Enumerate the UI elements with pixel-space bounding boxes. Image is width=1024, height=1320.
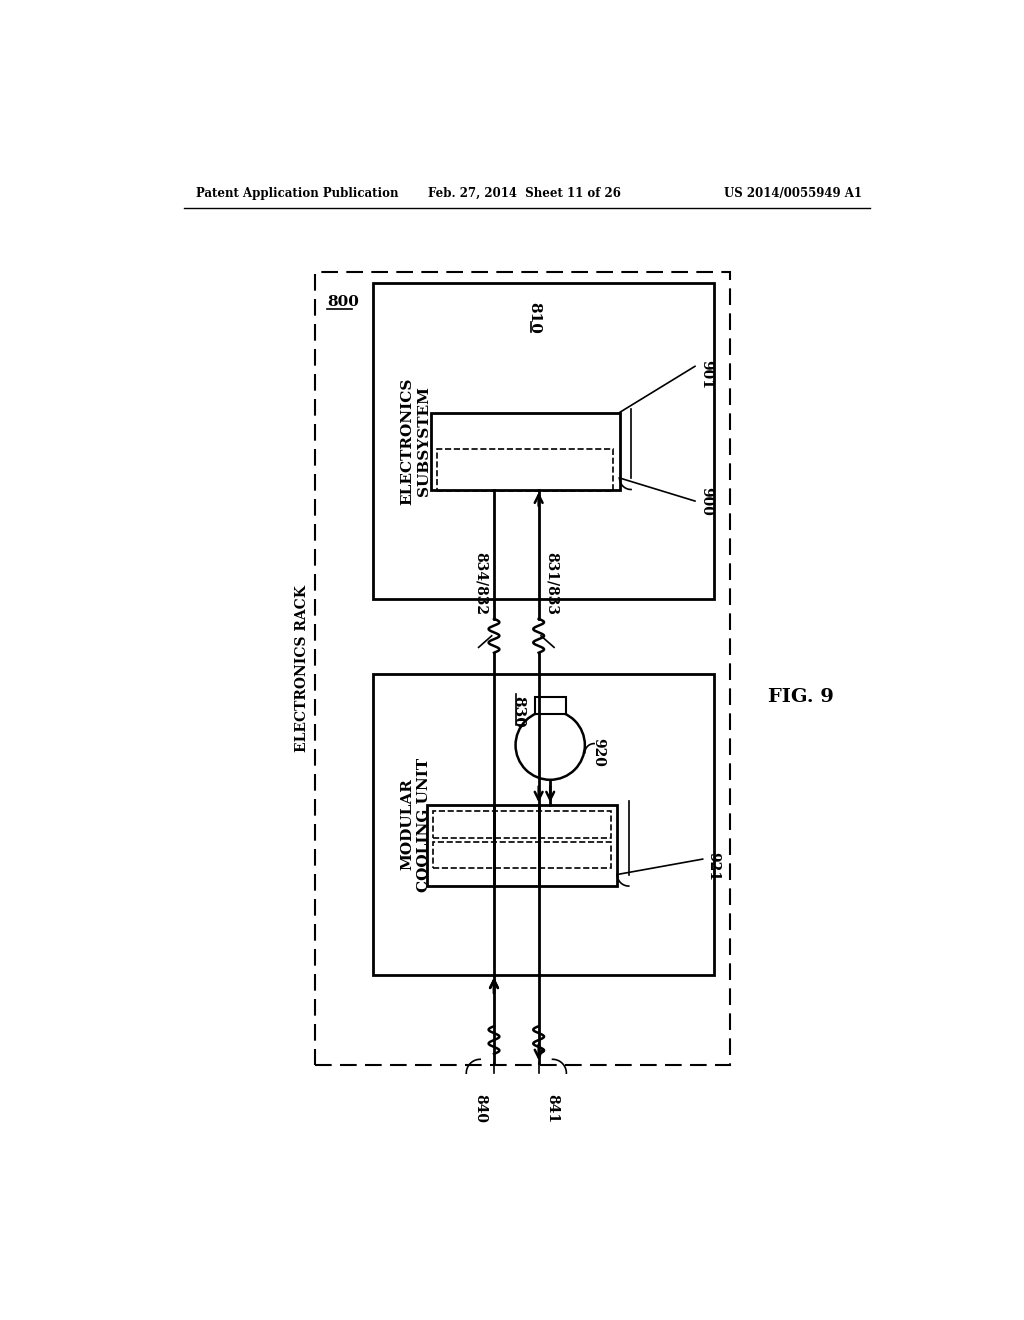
Text: ELECTRONICS
SUBSYSTEM: ELECTRONICS SUBSYSTEM [400, 378, 430, 504]
Bar [433, 842, 611, 869]
Text: 840: 840 [473, 1094, 487, 1123]
Text: 900: 900 [698, 487, 713, 516]
Text: 841: 841 [546, 1094, 559, 1123]
Text: FIG. 9: FIG. 9 [768, 689, 834, 706]
Bar [373, 284, 714, 599]
Text: 830: 830 [512, 696, 525, 727]
Text: 800: 800 [327, 296, 358, 309]
Text: 920: 920 [591, 738, 605, 767]
Text: US 2014/0055949 A1: US 2014/0055949 A1 [724, 186, 862, 199]
Text: 831/833: 831/833 [545, 552, 559, 615]
Text: MODULAR
COOLING UNIT: MODULAR COOLING UNIT [400, 758, 430, 891]
Bar [427, 805, 617, 886]
Text: Patent Application Publication: Patent Application Publication [196, 186, 398, 199]
Text: 901: 901 [698, 359, 713, 388]
Text: 834/832: 834/832 [474, 552, 487, 615]
Text: ELECTRONICS RACK: ELECTRONICS RACK [295, 585, 308, 752]
Bar [431, 412, 620, 490]
Bar [373, 675, 714, 974]
Bar [437, 450, 613, 491]
Bar [433, 812, 611, 838]
Text: 921: 921 [707, 853, 721, 882]
Bar [535, 697, 565, 714]
Text: Feb. 27, 2014  Sheet 11 of 26: Feb. 27, 2014 Sheet 11 of 26 [428, 186, 622, 199]
Text: 810: 810 [527, 302, 541, 334]
